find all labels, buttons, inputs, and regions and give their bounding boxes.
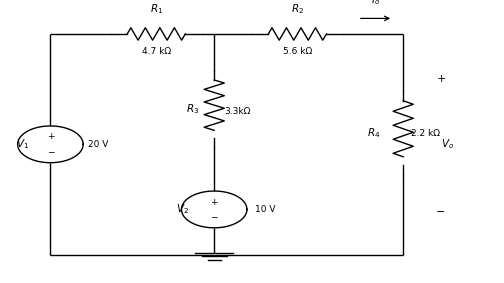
Text: +: + <box>47 132 54 142</box>
Text: −: − <box>211 212 218 221</box>
Text: 2.2 kΩ: 2.2 kΩ <box>411 128 440 138</box>
Text: 4.7 kΩ: 4.7 kΩ <box>142 47 171 56</box>
Text: −: − <box>436 207 446 217</box>
Text: 20 V: 20 V <box>88 140 108 149</box>
Text: 3.3kΩ: 3.3kΩ <box>224 107 250 116</box>
Text: +: + <box>436 74 446 84</box>
Text: $V_1$: $V_1$ <box>16 138 29 151</box>
Text: $R_4$: $R_4$ <box>367 126 381 140</box>
Text: $R_3$: $R_3$ <box>186 102 199 116</box>
Text: $R_2$: $R_2$ <box>291 2 304 16</box>
Text: $V_2$: $V_2$ <box>176 203 189 216</box>
Text: 5.6 kΩ: 5.6 kΩ <box>283 47 312 56</box>
Text: $I_o$: $I_o$ <box>371 0 380 7</box>
Text: −: − <box>47 147 54 156</box>
Text: $V_o$: $V_o$ <box>441 138 454 151</box>
Text: 10 V: 10 V <box>255 205 275 214</box>
Text: $R_1$: $R_1$ <box>150 2 163 16</box>
Text: +: + <box>211 198 218 207</box>
